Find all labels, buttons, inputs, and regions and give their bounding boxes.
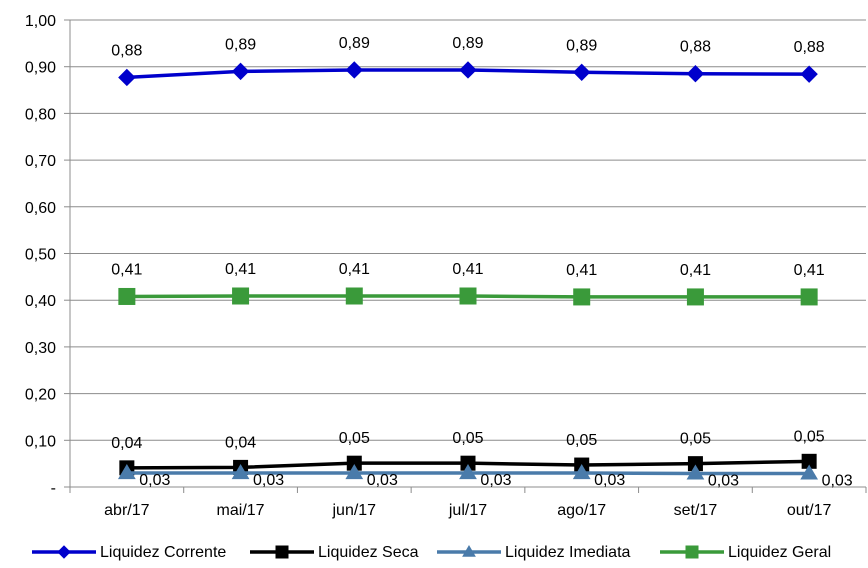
- y-tick-label: 0,80: [25, 106, 56, 123]
- data-label: 0,05: [339, 430, 370, 447]
- y-tick-label: 0,70: [25, 153, 56, 170]
- legend: Liquidez Corrente Liquidez Seca Liquidez I…: [32, 544, 831, 561]
- data-point: [231, 464, 250, 480]
- data-point: [117, 464, 136, 480]
- data-label: 0,41: [566, 262, 597, 279]
- data-point: [800, 288, 818, 306]
- data-label: 0,41: [111, 261, 142, 278]
- data-label: 0,03: [594, 472, 625, 489]
- data-point: [345, 464, 364, 480]
- data-point: [800, 464, 819, 480]
- data-label: 0,04: [225, 434, 256, 451]
- data-point: [573, 288, 591, 306]
- x-tick-label: jul/17: [448, 502, 487, 519]
- series-liquidez-geral: [118, 287, 818, 306]
- data-point: [118, 68, 136, 87]
- y-tick-label: 0,20: [25, 387, 56, 404]
- data-point: [459, 287, 477, 305]
- series-liquidez-corrente: [118, 61, 818, 87]
- data-label: 0,04: [111, 435, 142, 452]
- data-point: [345, 287, 363, 305]
- y-tick-label: -: [51, 480, 56, 497]
- data-label: 0,88: [680, 39, 711, 56]
- data-point: [345, 61, 363, 79]
- data-label: 0,89: [566, 37, 597, 54]
- data-label: 0,41: [680, 262, 711, 279]
- data-point: [459, 61, 477, 79]
- data-label: 0,05: [794, 428, 825, 445]
- data-label: 0,03: [253, 472, 284, 489]
- x-tick-label: abr/17: [104, 502, 149, 519]
- legend-label: Liquidez Imediata: [505, 544, 631, 561]
- data-label: 0,03: [139, 472, 170, 489]
- data-label: 0,41: [225, 261, 256, 278]
- data-point: [57, 545, 71, 559]
- x-tick-label: jun/17: [331, 502, 376, 519]
- gridlines: [70, 19, 866, 441]
- y-tick-label: 0,60: [25, 200, 56, 217]
- data-point: [459, 464, 477, 480]
- data-point: [462, 545, 476, 557]
- y-tick-label: 1,00: [25, 13, 56, 30]
- data-point: [275, 545, 289, 559]
- data-label: 0,03: [480, 472, 511, 489]
- data-point: [118, 287, 136, 305]
- legend-item: Liquidez Imediata: [437, 544, 631, 561]
- y-tick-label: 0,40: [25, 293, 56, 310]
- y-tick-label: 0,90: [25, 60, 56, 77]
- data-label: 0,41: [794, 262, 825, 279]
- data-label: 0,89: [452, 35, 483, 52]
- legend-item: Liquidez Geral: [660, 544, 831, 561]
- y-tick-label: 0,30: [25, 340, 56, 357]
- data-label: 0,88: [111, 42, 142, 59]
- x-tick-label: mai/17: [217, 502, 265, 519]
- data-point: [232, 287, 250, 305]
- legend-label: Liquidez Seca: [318, 544, 419, 561]
- data-point: [686, 64, 705, 83]
- data-point: [573, 63, 591, 82]
- legend-item: Liquidez Seca: [250, 544, 419, 561]
- y-tick-label: 0,50: [25, 247, 56, 264]
- data-point: [686, 464, 705, 480]
- y-tick-label: 0,10: [25, 433, 56, 450]
- data-label: 0,05: [680, 431, 711, 448]
- data-label: 0,41: [339, 261, 370, 278]
- data-point: [800, 65, 818, 83]
- series-liquidez-imediata: [117, 464, 819, 480]
- data-label: 0,88: [794, 39, 825, 56]
- data-label: 0,03: [822, 472, 853, 489]
- legend-item: Liquidez Corrente: [32, 544, 226, 561]
- data-point: [686, 288, 704, 306]
- data-label: 0,05: [566, 432, 597, 449]
- data-point: [231, 62, 250, 81]
- data-point: [572, 464, 591, 480]
- data-labels: 0,88 0,89 0,89 0,89 0,89 0,88 0,88 0,04 0,04 0,05…: [111, 35, 853, 489]
- data-point: [685, 545, 699, 559]
- x-tick-label: ago/17: [557, 502, 606, 519]
- data-label: 0,03: [708, 472, 739, 489]
- series-group: [117, 61, 819, 480]
- legend-label: Liquidez Corrente: [100, 544, 226, 561]
- x-tick-label: out/17: [787, 502, 832, 519]
- axes: - 0,10 0,20 0,30 0,40 0,50 0,60 0,70 0,80 0,90 1,0…: [25, 13, 867, 519]
- legend-label: Liquidez Geral: [728, 544, 831, 561]
- data-label: 0,03: [367, 472, 398, 489]
- x-tick-label: set/17: [674, 502, 718, 519]
- data-label: 0,05: [452, 430, 483, 447]
- data-label: 0,41: [452, 261, 483, 278]
- data-label: 0,89: [339, 35, 370, 52]
- data-label: 0,89: [225, 36, 256, 53]
